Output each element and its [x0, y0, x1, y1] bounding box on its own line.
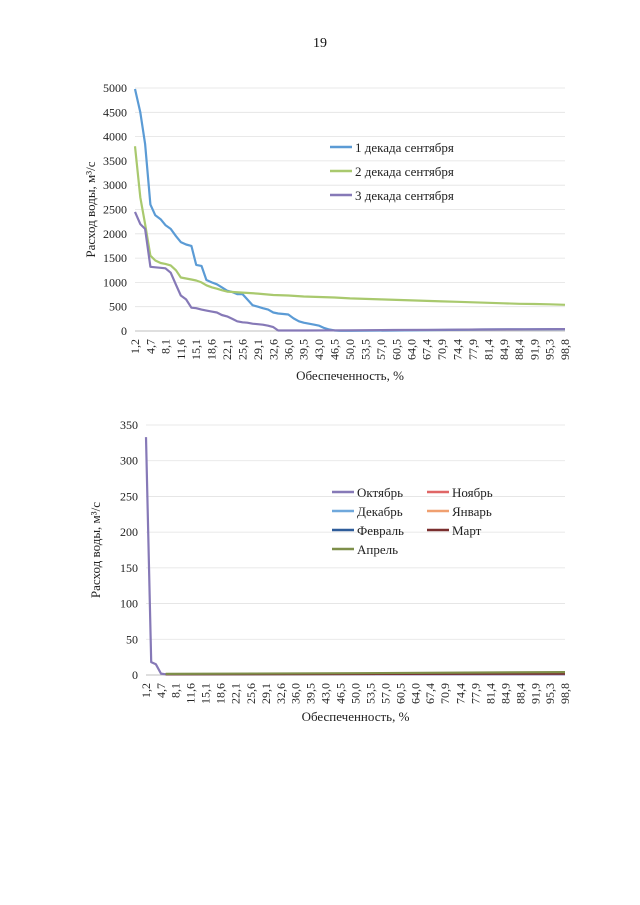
- legend-label: Декабрь: [357, 504, 403, 519]
- x-tick-label: 84,9: [497, 339, 511, 360]
- y-tick-label: 300: [120, 454, 138, 468]
- x-tick-label: 84,9: [498, 683, 512, 704]
- series-line: [144, 437, 565, 676]
- x-tick-label: 60,5: [389, 339, 403, 360]
- legend-label: 2 декада сентября: [355, 164, 454, 179]
- y-tick-label: 2000: [103, 227, 127, 241]
- x-axis-title: Обеспеченность, %: [296, 368, 404, 383]
- x-tick-label: 39,5: [297, 339, 311, 360]
- x-tick-label: 8,1: [158, 339, 172, 354]
- y-tick-label: 500: [109, 300, 127, 314]
- x-tick-label: 64,0: [405, 339, 419, 360]
- y-tick-label: 1500: [103, 251, 127, 265]
- y-tick-label: 250: [120, 489, 138, 503]
- legend-label: 3 декада сентября: [355, 188, 454, 203]
- x-tick-label: 22,1: [229, 683, 243, 704]
- y-tick-label: 150: [120, 561, 138, 575]
- x-tick-label: 29,1: [251, 339, 265, 360]
- y-tick-label: 1000: [103, 275, 127, 289]
- x-tick-label: 39,5: [303, 683, 317, 704]
- y-tick-label: 3500: [103, 154, 127, 168]
- y-tick-label: 5000: [103, 81, 127, 95]
- y-tick-label: 350: [120, 418, 138, 432]
- x-tick-label: 70,9: [435, 339, 449, 360]
- x-tick-label: 98,8: [558, 683, 572, 704]
- x-tick-label: 91,9: [528, 339, 542, 360]
- x-tick-label: 50,0: [349, 683, 363, 704]
- x-tick-label: 74,4: [453, 683, 467, 704]
- x-tick-label: 77,9: [466, 339, 480, 360]
- x-tick-label: 32,6: [266, 339, 280, 360]
- x-tick-label: 57,0: [374, 339, 388, 360]
- x-tick-label: 1,2: [139, 683, 153, 698]
- legend-label: Октябрь: [357, 485, 403, 500]
- x-tick-label: 46,5: [328, 339, 342, 360]
- y-tick-label: 200: [120, 525, 138, 539]
- x-tick-label: 77,9: [468, 683, 482, 704]
- x-tick-label: 95,3: [543, 683, 557, 704]
- x-tick-label: 57,0: [379, 683, 393, 704]
- x-tick-label: 15,1: [189, 339, 203, 360]
- y-tick-label: 100: [120, 597, 138, 611]
- x-tick-label: 88,4: [512, 339, 526, 360]
- x-tick-label: 4,7: [154, 683, 168, 698]
- x-tick-label: 53,5: [364, 683, 378, 704]
- x-tick-label: 53,5: [358, 339, 372, 360]
- x-tick-label: 91,9: [528, 683, 542, 704]
- x-tick-label: 74,4: [451, 339, 465, 360]
- legend-label: Ноябрь: [452, 485, 493, 500]
- legend-label: 1 декада сентября: [355, 140, 454, 155]
- x-tick-label: 4,7: [143, 339, 157, 354]
- series-line: [165, 670, 566, 676]
- x-axis-title: Обеспеченность, %: [302, 709, 410, 724]
- y-tick-label: 50: [126, 632, 138, 646]
- chart-september-flow: 0 500 1000 1500 2000 2500 3000 3500 4000 4500 5000…: [83, 81, 572, 383]
- x-tick-label: 36,0: [281, 339, 295, 360]
- x-tick-label: 11,6: [184, 683, 198, 704]
- x-tick-label: 81,4: [483, 683, 497, 704]
- x-tick-label: 1,2: [128, 339, 142, 354]
- x-tick-label: 25,6: [236, 339, 250, 360]
- x-tick-label: 88,4: [513, 683, 527, 704]
- y-tick-label: 0: [132, 668, 138, 682]
- page-number: 19: [313, 36, 327, 51]
- x-tick-label: 29,1: [259, 683, 273, 704]
- x-tick-label: 67,4: [423, 683, 437, 704]
- series-line: [133, 146, 566, 306]
- y-tick-label: 0: [121, 324, 127, 338]
- x-tick-label: 22,1: [220, 339, 234, 360]
- x-tick-label: 46,5: [333, 683, 347, 704]
- x-tick-label: 67,4: [420, 339, 434, 360]
- x-tick-label: 36,0: [288, 683, 302, 704]
- x-tick-label: 25,6: [244, 683, 258, 704]
- x-tick-label: 60,5: [394, 683, 408, 704]
- y-axis-title: Расход воды, м³/с: [83, 161, 98, 257]
- legend-label: Март: [452, 523, 482, 538]
- x-tick-label: 18,6: [205, 339, 219, 360]
- legend-label: Апрель: [357, 542, 398, 557]
- x-tick-label: 95,3: [543, 339, 557, 360]
- x-tick-label: 43,0: [312, 339, 326, 360]
- y-tick-label: 4000: [103, 130, 127, 144]
- x-tick-label: 50,0: [343, 339, 357, 360]
- x-tick-label: 8,1: [169, 683, 183, 698]
- x-tick-label: 18,6: [214, 683, 228, 704]
- x-tick-label: 98,8: [558, 339, 572, 360]
- y-tick-label: 3000: [103, 178, 127, 192]
- y-tick-label: 4500: [103, 105, 127, 119]
- x-tick-label: 64,0: [409, 683, 423, 704]
- legend-label: Февраль: [357, 523, 404, 538]
- x-tick-label: 15,1: [199, 683, 213, 704]
- x-tick-label: 11,6: [174, 339, 188, 360]
- x-tick-label: 43,0: [318, 683, 332, 704]
- y-axis-title: Расход воды, м³/с: [88, 502, 103, 598]
- x-tick-label: 81,4: [481, 339, 495, 360]
- legend-label: Январь: [452, 504, 492, 519]
- y-tick-label: 2500: [103, 203, 127, 217]
- series-line: [133, 211, 566, 332]
- x-tick-label: 70,9: [438, 683, 452, 704]
- x-tick-label: 32,6: [274, 683, 288, 704]
